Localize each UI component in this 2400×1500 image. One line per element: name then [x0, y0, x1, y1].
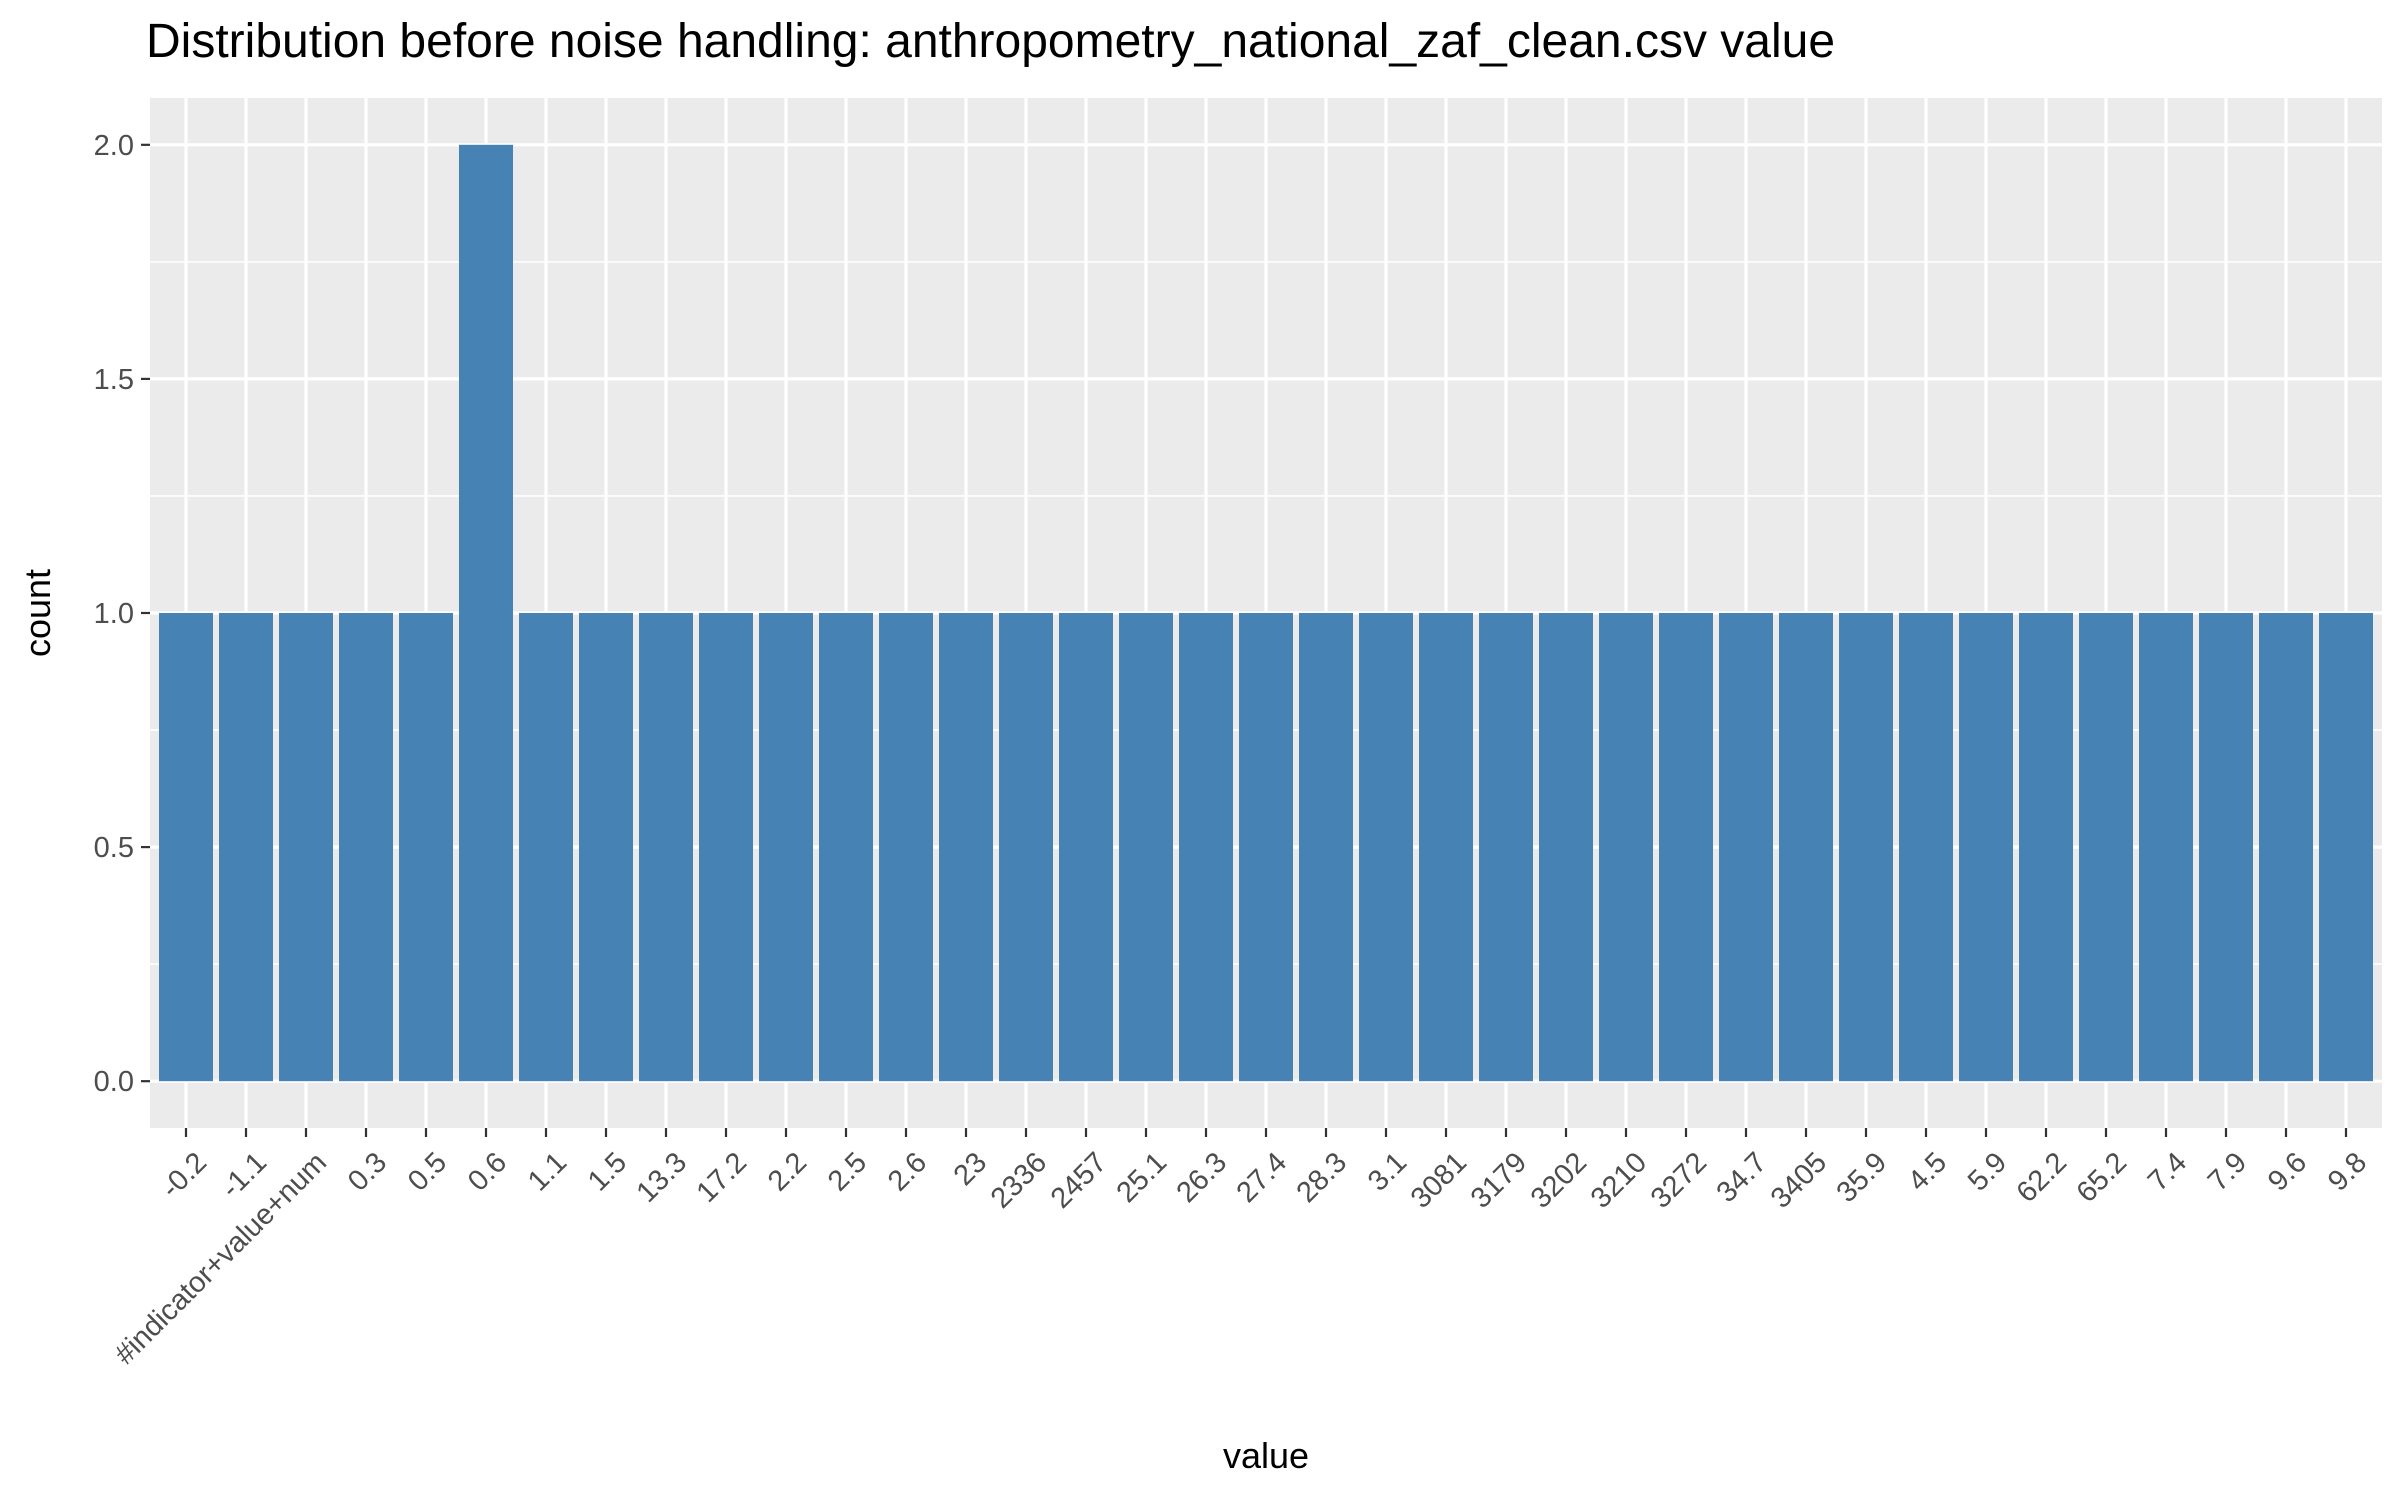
- x-tick-label: 25.1: [1111, 1146, 1174, 1209]
- bar: [1779, 613, 1833, 1082]
- x-tick-label: 0.5: [402, 1146, 453, 1197]
- y-tick-label: 2.0: [94, 130, 134, 162]
- x-tick-label: 3202: [1525, 1146, 1593, 1214]
- x-tick-label: 2457: [1045, 1146, 1113, 1214]
- bar: [1239, 613, 1293, 1082]
- x-tick-label: 3405: [1765, 1146, 1833, 1214]
- x-tick-label: 2336: [985, 1146, 1053, 1214]
- bar: [459, 144, 513, 1082]
- bar: [999, 613, 1053, 1082]
- x-tick-label: 9.6: [2262, 1146, 2313, 1197]
- bar: [2199, 613, 2253, 1082]
- bar: [519, 613, 573, 1082]
- x-tick-label: 3081: [1405, 1146, 1473, 1214]
- x-tick-label: 62.2: [2011, 1146, 2074, 1209]
- x-tick-label: 2.2: [762, 1146, 813, 1197]
- bars: [159, 144, 2373, 1082]
- bar: [1539, 613, 1593, 1082]
- bar: [1479, 613, 1533, 1082]
- y-tick-label: 1.5: [94, 364, 134, 396]
- bar: [1719, 613, 1773, 1082]
- bar: [1899, 613, 1953, 1082]
- x-tick-label: 34.7: [1711, 1146, 1774, 1209]
- bar: [2319, 613, 2373, 1082]
- x-tick-label: 2.6: [882, 1146, 933, 1197]
- x-tick-label: 1.1: [522, 1146, 573, 1197]
- bar: [1659, 613, 1713, 1082]
- bar: [1839, 613, 1893, 1082]
- bar: [819, 613, 873, 1082]
- bar: [759, 613, 813, 1082]
- bar: [279, 613, 333, 1082]
- x-tick-label: 5.9: [1962, 1146, 2013, 1197]
- x-tick-label: 0.6: [462, 1146, 513, 1197]
- x-tick-label: 65.2: [2071, 1146, 2134, 1209]
- x-tick-label: 7.9: [2202, 1146, 2253, 1197]
- bar: [579, 613, 633, 1082]
- chart-title: Distribution before noise handling: anth…: [146, 15, 1836, 68]
- x-tick-label: 1.5: [582, 1146, 633, 1197]
- x-tick-label: 23: [948, 1146, 993, 1191]
- bar: [339, 613, 393, 1082]
- x-tick-label: 28.3: [1291, 1146, 1354, 1209]
- bar: [2259, 613, 2313, 1082]
- bar: [1119, 613, 1173, 1082]
- bar: [2079, 613, 2133, 1082]
- bar: [1599, 613, 1653, 1082]
- bar: [159, 613, 213, 1082]
- bar: [939, 613, 993, 1082]
- bar: [879, 613, 933, 1082]
- bar: [399, 613, 453, 1082]
- x-tick-label: 13.3: [631, 1146, 694, 1209]
- bar: [2019, 613, 2073, 1082]
- x-tick-label: 3179: [1465, 1146, 1533, 1214]
- x-tick-label: 0.3: [342, 1146, 393, 1197]
- x-tick-label: 7.4: [2142, 1146, 2193, 1197]
- y-tick-label: 1.0: [94, 598, 134, 630]
- y-tick-label: 0.0: [94, 1066, 134, 1098]
- x-tick-label: -0.2: [155, 1146, 213, 1204]
- x-tick-label: 27.4: [1231, 1146, 1294, 1209]
- bar: [1419, 613, 1473, 1082]
- x-tick-label: 9.8: [2322, 1146, 2373, 1197]
- x-tick-label: 4.5: [1902, 1146, 1953, 1197]
- x-tick-label: 3.1: [1362, 1146, 1413, 1197]
- x-tick-label: 26.3: [1171, 1146, 1234, 1209]
- bar: [1959, 613, 2013, 1082]
- y-axis-title: count: [17, 569, 58, 657]
- bar: [1359, 613, 1413, 1082]
- y-tick-label: 0.5: [94, 832, 134, 864]
- bar: [699, 613, 753, 1082]
- bar: [219, 613, 273, 1082]
- bar: [2139, 613, 2193, 1082]
- bar: [1059, 613, 1113, 1082]
- x-tick-label: 35.9: [1831, 1146, 1894, 1209]
- bar: [1179, 613, 1233, 1082]
- x-tick-label: 3272: [1645, 1146, 1713, 1214]
- bar: [1299, 613, 1353, 1082]
- bar: [639, 613, 693, 1082]
- x-tick-label: 17.2: [691, 1146, 754, 1209]
- x-tick-label: 3210: [1585, 1146, 1653, 1214]
- x-tick-label: 2.5: [822, 1146, 873, 1197]
- x-axis-title: value: [1223, 1435, 1309, 1476]
